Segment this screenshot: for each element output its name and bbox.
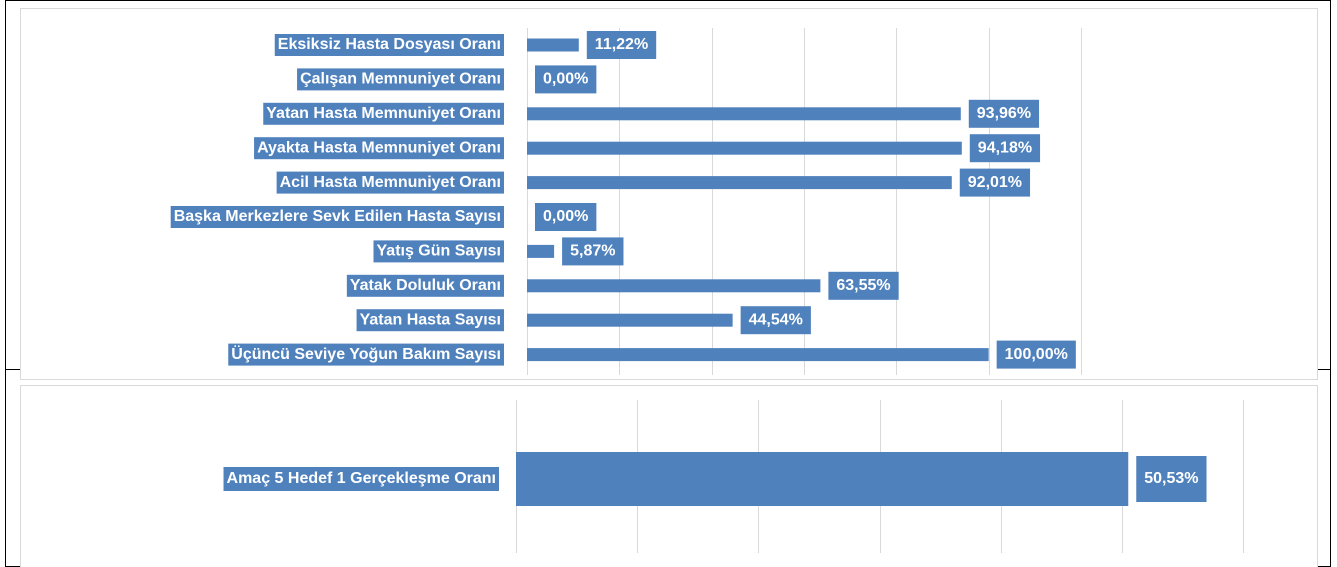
bar — [527, 141, 962, 155]
value-label: 5,87% — [570, 243, 615, 260]
value-label: 50,53% — [1144, 470, 1198, 487]
value-label-bg — [535, 65, 597, 94]
category-label-bg — [297, 68, 504, 91]
value-label: 94,18% — [978, 139, 1032, 156]
bar — [527, 176, 952, 190]
value-label-bg — [1136, 456, 1207, 502]
category-label: Ayakta Hasta Memnuniyet Oranı — [257, 139, 501, 156]
value-label: 0,00% — [543, 71, 588, 88]
value-label-bg — [996, 340, 1076, 369]
bar — [527, 313, 733, 327]
value-label-bg — [535, 203, 597, 231]
category-label: Eksiksiz Hasta Dosyası Oranı — [278, 36, 501, 53]
value-label: 93,96% — [977, 105, 1031, 122]
value-label-bg — [959, 168, 1031, 197]
value-label: 63,55% — [836, 277, 890, 294]
value-label-bg — [969, 134, 1041, 163]
category-label-bg — [228, 343, 504, 366]
value-label-bg — [586, 31, 657, 59]
category-label: Acil Hasta Memnuniyet Oranı — [280, 174, 501, 191]
bar — [527, 348, 989, 362]
category-label: Başka Merkezlere Sevk Edilen Hasta Sayıs… — [174, 208, 501, 225]
category-label-bg — [223, 467, 499, 491]
value-label: 92,01% — [968, 174, 1022, 191]
value-label-bg — [968, 99, 1040, 128]
category-label-bg — [356, 309, 504, 332]
category-label: Üçüncü Seviye Yoğun Bakım Sayısı — [231, 344, 501, 363]
bar — [527, 107, 961, 121]
bar — [527, 279, 821, 293]
category-label: Çalışan Memnuniyet Oranı — [300, 71, 501, 88]
category-label: Yatış Gün Sayısı — [377, 243, 502, 260]
category-label-bg — [276, 171, 504, 194]
category-label-bg — [170, 206, 504, 228]
value-label: 11,22% — [595, 36, 648, 53]
category-label: Yatan Hasta Memnuniyet Oranı — [266, 105, 501, 122]
category-label-bg — [346, 274, 504, 297]
value-label: 100,00% — [1005, 346, 1068, 363]
bar — [527, 38, 579, 52]
bar — [516, 452, 1129, 506]
value-label-bg — [740, 306, 811, 335]
category-label-bg — [274, 34, 504, 56]
category-label-bg — [373, 240, 504, 263]
bar — [527, 244, 555, 258]
value-label: 44,54% — [749, 311, 803, 328]
value-label-bg — [562, 237, 624, 266]
category-label: Yatak Doluluk Oranı — [350, 277, 501, 294]
value-label: 0,00% — [543, 208, 588, 225]
category-label: Amaç 5 Hedef 1 Gerçekleşme Oranı — [227, 470, 496, 487]
category-label-bg — [254, 137, 504, 160]
value-label-bg — [828, 271, 899, 300]
category-label: Yatan Hasta Sayısı — [360, 311, 501, 328]
category-label-bg — [263, 102, 504, 125]
